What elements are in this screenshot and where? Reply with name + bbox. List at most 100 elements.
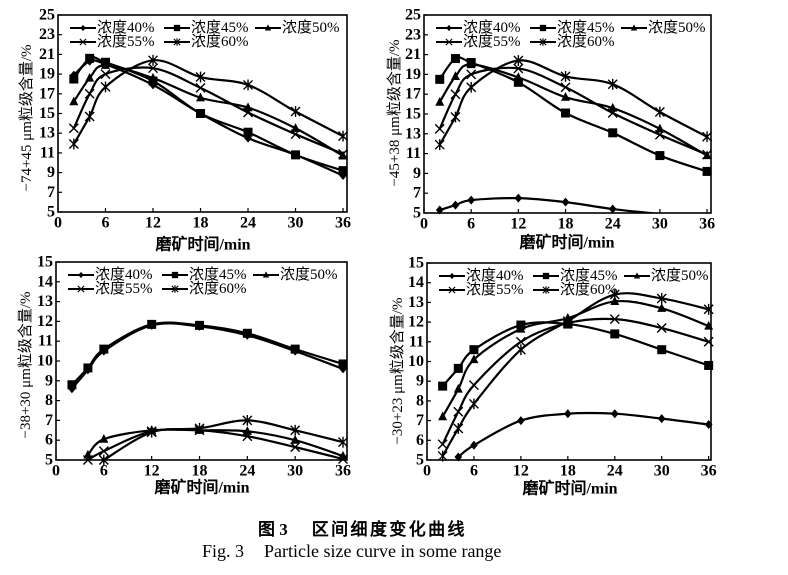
data-point-55-cross xyxy=(450,89,461,100)
data-point-55-cross xyxy=(338,454,349,465)
legend-label: 浓度55% xyxy=(466,281,524,298)
data-point-40-diamond xyxy=(704,420,713,430)
data-point-40-diamond xyxy=(470,440,478,450)
x-tick-label: 24 xyxy=(240,215,256,232)
data-point-60-star xyxy=(609,289,620,300)
y-tick-label: 19 xyxy=(39,66,55,83)
legend-square-marker-icon xyxy=(539,24,547,32)
legend-triangle-marker-icon xyxy=(264,24,272,31)
data-point-60-star xyxy=(560,70,571,82)
y-tick-label: 14 xyxy=(37,273,53,290)
data-point-55-cross xyxy=(515,336,526,347)
data-point-45-square xyxy=(67,380,77,390)
figure-panels: −74+45 μm粒级含量/% 磨矿时间/min 5 7 9 11 13 15 17 19 21… xyxy=(17,7,717,498)
legend-entry-45: 浓度45% xyxy=(533,267,618,284)
data-point-50-triangle xyxy=(469,354,479,364)
y-tick-label: 9 xyxy=(47,164,55,181)
series-line-55 xyxy=(438,66,709,156)
legend-entry-60: 浓度60% xyxy=(530,33,615,50)
y-tick-label: 5 xyxy=(45,452,53,469)
x-tick-label: 36 xyxy=(335,463,351,480)
data-point-50-triangle xyxy=(466,59,476,69)
data-point-45-square xyxy=(561,108,571,118)
series-line-45 xyxy=(72,56,345,172)
legend-label: 浓度50% xyxy=(280,266,338,283)
data-point-45-square xyxy=(655,151,665,161)
data-point-50-triangle xyxy=(338,150,348,160)
legend-label: 浓度40% xyxy=(97,19,155,36)
y-tick-label: 23 xyxy=(39,26,55,43)
y-axis-title: −30+23 μm粒级含量/% xyxy=(389,297,406,444)
data-point-50-triangle xyxy=(438,411,448,421)
x-tick-label: 18 xyxy=(192,463,208,480)
data-point-50-triangle xyxy=(561,91,571,101)
data-point-60-star xyxy=(654,106,665,118)
legend-label: 浓度40% xyxy=(463,19,521,36)
series-lines xyxy=(438,56,709,213)
legend-cross-marker-icon xyxy=(445,38,453,46)
series-line-50 xyxy=(441,299,710,418)
x-tick-label: 18 xyxy=(193,215,209,232)
data-point-45-square xyxy=(243,127,253,137)
y-tick-label: 12 xyxy=(408,314,424,331)
x-axis-title: 磨矿时间/min xyxy=(522,479,617,498)
data-point-40-diamond xyxy=(564,409,572,419)
data-point-55-cross xyxy=(82,455,93,465)
data-point-60-star xyxy=(338,436,349,448)
data-point-50-triangle xyxy=(69,96,79,106)
series-markers xyxy=(437,289,714,462)
data-point-55-cross xyxy=(607,108,618,119)
y-tick-label: 19 xyxy=(405,66,421,83)
legend-square-marker-icon xyxy=(171,271,179,279)
data-point-60-star xyxy=(434,139,445,151)
data-point-45-square xyxy=(290,344,300,354)
series-line-60 xyxy=(72,59,345,146)
figure-caption-chinese: 图 3 区间细度变化曲线 xyxy=(258,515,467,539)
data-point-45-square xyxy=(85,53,95,63)
y-tick-label: 21 xyxy=(39,46,55,63)
figure-caption-english: Fig. 3 Particle size curve in some range xyxy=(202,541,501,565)
y-tick-label: 14 xyxy=(408,274,424,291)
y-tick-label: 21 xyxy=(405,46,421,63)
data-point-40-diamond xyxy=(454,452,463,462)
legend-entry-40: 浓度40% xyxy=(436,19,521,36)
y-axis-title: −45+38 μm粒级含量/% xyxy=(386,39,403,186)
data-point-45-square xyxy=(291,150,301,160)
y-tick-label: 7 xyxy=(416,412,424,429)
y-tick-label: 11 xyxy=(406,145,421,162)
data-point-50-triangle xyxy=(657,303,667,312)
data-point-45-square xyxy=(704,360,714,370)
data-point-60-star xyxy=(146,426,157,438)
figure-title-en: Particle size curve in some range xyxy=(264,541,502,561)
data-point-55-cross xyxy=(654,129,665,140)
data-point-60-star xyxy=(98,454,109,466)
x-tick-label: 6 xyxy=(100,463,108,480)
data-point-40-diamond xyxy=(517,416,525,426)
y-tick-label: 11 xyxy=(40,144,55,161)
legend-entry-40: 浓度40% xyxy=(68,266,153,283)
data-point-60-star xyxy=(513,55,524,66)
data-point-45-square xyxy=(338,166,348,176)
x-tick-label: 0 xyxy=(52,463,60,480)
x-tick-label: 18 xyxy=(560,463,576,480)
y-tick-label: 13 xyxy=(39,125,55,142)
x-tick-label: 36 xyxy=(701,463,717,480)
chart-4: −30+23 μm粒级含量/% 磨矿时间/min 5 6 7 8 9 10 11 12 13 14… xyxy=(389,255,717,498)
data-point-50-triangle xyxy=(196,92,206,102)
y-tick-label: 9 xyxy=(45,372,53,389)
data-point-60-star xyxy=(607,78,618,90)
y-tick-label: 8 xyxy=(45,392,53,409)
data-point-55-cross xyxy=(702,149,713,160)
y-tick-label: 15 xyxy=(39,105,55,122)
data-point-45-square xyxy=(450,54,460,64)
figure-number-en: Fig. 3 xyxy=(202,541,245,561)
data-point-55-cross xyxy=(434,123,445,134)
series-lines xyxy=(441,292,710,459)
x-tick-label: 12 xyxy=(513,463,529,480)
legend-label: 浓度60% xyxy=(557,33,615,50)
data-point-55-cross xyxy=(68,123,79,134)
data-point-50-triangle xyxy=(450,71,460,80)
data-point-45-square xyxy=(702,166,712,176)
y-tick-label: 17 xyxy=(405,86,421,103)
legend-label: 浓度55% xyxy=(463,33,521,50)
